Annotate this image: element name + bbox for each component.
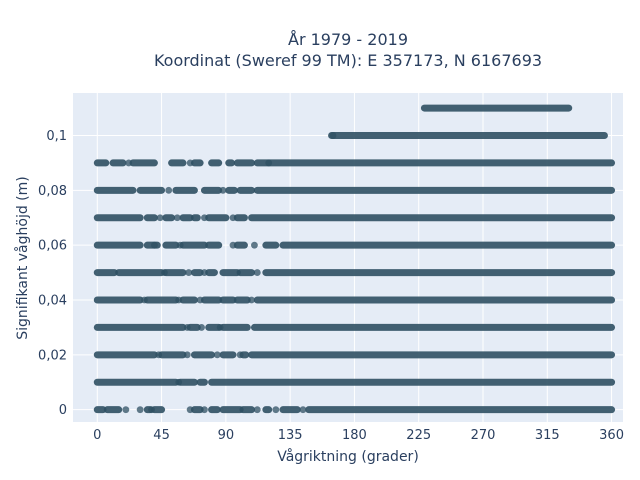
data-point [136, 406, 144, 414]
data-point [141, 296, 148, 304]
y-tick-label: 0,1 [46, 129, 67, 144]
data-point [165, 186, 173, 194]
data-point [186, 159, 194, 167]
data-point [253, 406, 261, 414]
data-point [175, 296, 183, 304]
x-tick-label: 90 [218, 428, 235, 443]
x-tick-label: 135 [278, 428, 303, 443]
data-point [183, 324, 191, 331]
y-tick-label: 0 [59, 403, 67, 418]
plot-background [73, 93, 623, 422]
x-tick-label: 270 [471, 428, 496, 443]
data-point [229, 241, 237, 249]
data-point [251, 241, 258, 249]
data-point [229, 214, 237, 222]
data-point [216, 324, 224, 331]
chart-title-line1: År 1979 - 2019 [288, 30, 408, 49]
data-point [125, 159, 133, 167]
data-point [122, 406, 130, 414]
data-point [236, 351, 244, 359]
x-axis-label: Vågriktning (grader) [277, 448, 419, 465]
data-point [213, 351, 221, 359]
data-point [151, 241, 158, 249]
x-tick-label: 180 [342, 428, 367, 443]
y-axis-ticks: 0 0,02 0,04 0,06 0,08 0,1 [38, 129, 67, 418]
y-tick-label: 0,06 [38, 239, 67, 254]
data-point [201, 406, 208, 414]
data-point [272, 406, 280, 414]
x-tick-label: 45 [153, 428, 170, 443]
x-tick-label: 315 [535, 428, 560, 443]
data-point [186, 406, 194, 414]
data-point [183, 351, 191, 359]
data-point [176, 241, 184, 249]
data-point [175, 378, 183, 386]
y-tick-label: 0,04 [38, 293, 67, 308]
data-point [299, 406, 307, 414]
data-point [198, 324, 205, 331]
data-point [201, 214, 208, 222]
x-tick-label: 225 [406, 428, 431, 443]
data-point [201, 269, 208, 276]
data-point [148, 406, 155, 414]
y-tick-label: 0,02 [38, 348, 67, 363]
x-tick-label: 360 [599, 428, 624, 443]
data-point [265, 159, 273, 167]
data-point [248, 296, 255, 304]
x-axis-ticks: 0 45 90 135 180 225 270 315 360 [93, 428, 624, 443]
x-tick-label: 0 [93, 428, 101, 443]
chart-title-line2: Koordinat (Sweref 99 TM): E 357173, N 61… [154, 51, 542, 70]
data-point [161, 269, 168, 276]
data-point [219, 186, 227, 194]
data-point [253, 269, 261, 276]
data-points [93, 104, 616, 414]
y-tick-label: 0,08 [38, 184, 67, 199]
data-point [155, 351, 163, 359]
y-axis-label: Signifikant våghöjd (m) [14, 176, 31, 339]
data-point [156, 214, 164, 222]
data-point [329, 132, 337, 139]
data-point [185, 269, 193, 276]
data-point [173, 214, 181, 222]
data-point [196, 296, 204, 304]
